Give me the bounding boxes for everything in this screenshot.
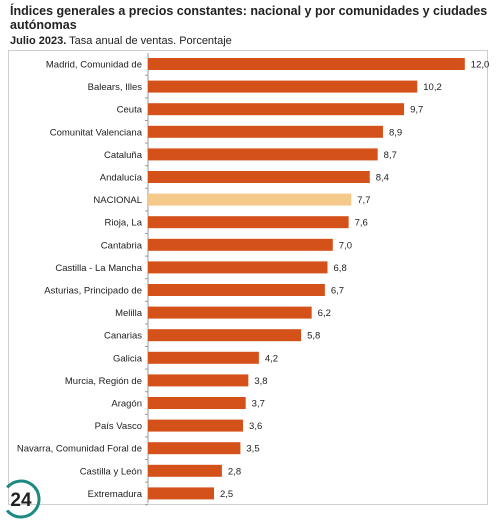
bar [148, 171, 370, 183]
bar [148, 216, 349, 229]
value-label: 8,9 [389, 127, 402, 138]
chart-area: Madrid, Comunidad de 12,0 Balears, Illes 10… [8, 50, 489, 506]
bar [148, 148, 378, 161]
value-label: 6,7 [331, 286, 344, 297]
bar [148, 306, 312, 319]
category-label: Cantabria [101, 240, 143, 251]
value-label: 3,8 [254, 376, 267, 387]
bar [148, 374, 249, 387]
bar [148, 329, 302, 342]
chart-subtitle: Julio 2023. Tasa anual de ventas. Porcen… [10, 35, 232, 48]
category-label: Murcia, Región de [65, 376, 142, 387]
category-label: País Vasco [95, 421, 142, 432]
category-label: Aragón [111, 399, 142, 410]
bar [148, 397, 246, 409]
category-label: Navarra, Comunidad Foral de [17, 444, 142, 455]
category-label: Rioja, La [105, 218, 143, 229]
category-label: Asturias, Principado de [44, 286, 142, 297]
value-label: 8,4 [376, 173, 389, 184]
category-label: Castilla - La Mancha [55, 263, 142, 274]
value-label: 5,8 [307, 331, 320, 342]
category-label: Melilla [115, 308, 143, 319]
category-label: Extremadura [88, 489, 143, 500]
bar [148, 442, 241, 455]
site-logo: 24 [1, 479, 41, 519]
value-label: 3,5 [246, 444, 259, 455]
category-label: NACIONAL [93, 195, 142, 206]
bar [148, 103, 405, 116]
value-label: 4,2 [265, 353, 278, 364]
category-label: Cataluña [104, 150, 143, 161]
value-label: 7,0 [339, 240, 352, 251]
category-label: Castilla y León [80, 466, 142, 477]
bar [148, 419, 244, 432]
value-label: 7,7 [357, 195, 370, 206]
category-label: Canarias [104, 331, 142, 342]
value-label: 2,8 [228, 466, 241, 477]
bar-chart: Madrid, Comunidad de 12,0 Balears, Illes 10… [17, 53, 489, 506]
value-label: 2,5 [220, 489, 233, 500]
subtitle-date: Julio 2023. [10, 35, 67, 47]
bar [148, 58, 465, 70]
subtitle-text: Tasa anual de ventas. Porcentaje [69, 35, 232, 47]
chart-title: Índices generales a precios constantes: … [10, 4, 488, 32]
category-label: Andalucía [100, 173, 143, 184]
bar [148, 487, 214, 500]
value-label: 8,7 [384, 150, 397, 161]
value-label: 12,0 [471, 60, 489, 71]
category-label: Comunitat Valenciana [50, 127, 143, 138]
bar [148, 284, 325, 296]
category-label: Madrid, Comunidad de [46, 60, 142, 71]
value-label: 10,2 [423, 82, 442, 93]
bar [148, 125, 383, 138]
bar [148, 464, 222, 477]
value-label: 9,7 [410, 105, 423, 116]
logo-text: 24 [10, 490, 32, 511]
bar [148, 351, 259, 364]
category-label: Ceuta [117, 105, 143, 116]
bar [148, 261, 328, 274]
value-label: 7,6 [355, 218, 368, 229]
bar [148, 238, 333, 251]
category-label: Galicia [113, 353, 143, 364]
value-label: 3,7 [252, 399, 265, 410]
category-label: Balears, Illes [88, 82, 143, 93]
bar-highlight [148, 193, 352, 206]
value-label: 6,8 [334, 263, 347, 274]
bar [148, 80, 418, 93]
value-label: 6,2 [318, 308, 331, 319]
value-label: 3,6 [249, 421, 262, 432]
